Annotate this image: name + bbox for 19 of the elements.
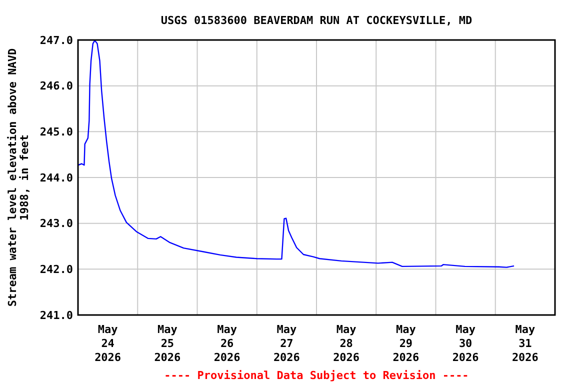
y-tick-label: 246.0 (40, 80, 73, 93)
x-tick-label: May 31 2026 (512, 323, 539, 364)
x-tick-label: May 27 2026 (273, 323, 300, 364)
y-axis-title: Stream water level elevation above NAVD 1988, in feet (6, 48, 31, 307)
y-tick-label: 244.0 (40, 171, 73, 184)
line-series (78, 40, 515, 268)
x-tick-label: May 24 2026 (94, 323, 122, 364)
y-tick-label: 242.0 (40, 263, 73, 276)
x-tick-label: May 25 2026 (154, 323, 182, 364)
y-tick-label: 245.0 (40, 126, 73, 139)
y-tick-label: 241.0 (40, 308, 73, 322)
x-tick-label: May 29 2026 (392, 323, 420, 364)
x-tick-label: May 30 2026 (452, 323, 480, 364)
x-tick-label: May 26 2026 (214, 323, 241, 364)
text: ---- Provisional Data Subject to Revision ---- (164, 369, 469, 382)
y-tick-label: 243.0 (40, 217, 73, 230)
x-tick-label: May 28 2026 (333, 323, 360, 364)
chart-title: USGS 01583600 BEAVERDAM RUN AT COCKEYSVILLE, MD (160, 14, 473, 27)
y-tick-label: 247.0 (40, 34, 73, 47)
